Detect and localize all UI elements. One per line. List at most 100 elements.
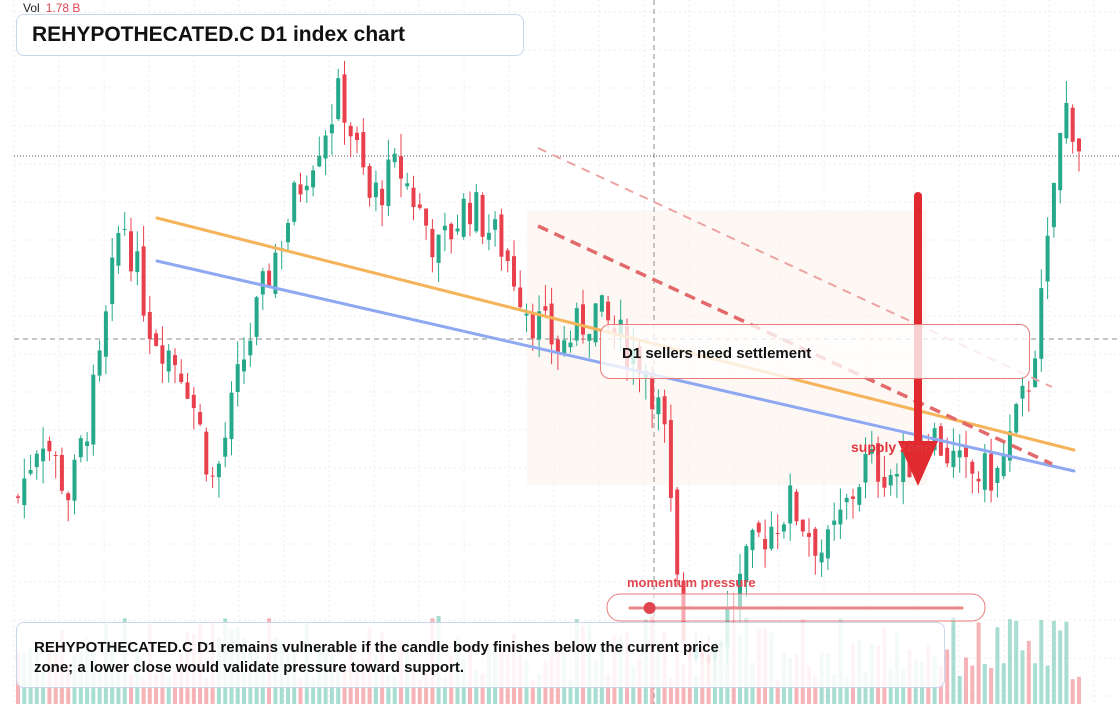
volume-bar xyxy=(1064,621,1069,704)
candle xyxy=(66,491,71,522)
candle xyxy=(800,519,805,537)
candle xyxy=(380,180,385,227)
candle xyxy=(662,389,667,443)
candle xyxy=(976,471,981,494)
volume-bar xyxy=(442,678,447,704)
candle xyxy=(581,289,585,344)
candle xyxy=(781,521,786,539)
candle xyxy=(97,340,102,382)
candle xyxy=(329,104,334,155)
candle xyxy=(53,451,58,479)
candle xyxy=(493,211,498,247)
candle xyxy=(1020,377,1025,417)
volume-bar xyxy=(832,673,837,704)
volume-bar xyxy=(298,678,303,704)
candle xyxy=(512,240,516,292)
candle xyxy=(273,243,278,299)
volume-bar xyxy=(568,680,573,704)
candle xyxy=(982,443,987,503)
candle xyxy=(794,489,799,526)
candle xyxy=(1014,402,1019,435)
candle xyxy=(857,483,862,512)
volume-bar xyxy=(1001,663,1006,704)
candle xyxy=(1033,350,1038,388)
caption-card: REHYPOTHECATED.C D1 remains vulnerable i… xyxy=(16,622,945,688)
candle xyxy=(832,502,837,541)
candle xyxy=(769,511,774,551)
candle xyxy=(191,387,196,430)
candle xyxy=(254,296,259,346)
candle xyxy=(166,344,171,383)
volume-bar xyxy=(775,680,780,704)
volume-label: Vol xyxy=(23,1,40,15)
volume-bar xyxy=(982,664,987,704)
candle xyxy=(147,296,152,355)
candle xyxy=(970,459,975,494)
volume-bar xyxy=(1039,620,1044,704)
candle xyxy=(819,539,824,577)
candle xyxy=(373,170,378,212)
candle xyxy=(1001,440,1006,480)
candle xyxy=(449,222,454,254)
candle xyxy=(1007,414,1012,472)
candle xyxy=(386,139,391,216)
candle xyxy=(543,285,548,316)
candle xyxy=(41,427,46,484)
volume-bar xyxy=(311,677,316,704)
candle xyxy=(436,234,441,282)
candle xyxy=(537,295,542,358)
volume-bar xyxy=(995,627,1000,704)
candle xyxy=(788,473,793,541)
candle xyxy=(198,403,203,427)
candle xyxy=(367,163,372,207)
candle xyxy=(22,458,27,519)
candle xyxy=(160,326,165,383)
candle xyxy=(964,430,968,478)
candle xyxy=(599,294,604,317)
volume-bar xyxy=(844,678,849,704)
candle xyxy=(135,231,140,286)
candle xyxy=(1058,132,1063,204)
volume-bar xyxy=(1007,619,1012,704)
volume-bar xyxy=(951,617,956,704)
candle xyxy=(468,191,472,237)
candle xyxy=(424,208,429,240)
candle xyxy=(882,455,887,497)
candle xyxy=(876,436,881,498)
candle xyxy=(72,454,77,515)
candle xyxy=(216,460,221,498)
candle xyxy=(1026,380,1031,412)
volume-bar xyxy=(668,677,673,704)
candle xyxy=(286,218,290,251)
candle xyxy=(16,493,20,504)
candle xyxy=(442,212,447,252)
candle xyxy=(235,341,240,407)
candle xyxy=(989,438,994,503)
candle xyxy=(838,488,843,539)
volume-bar xyxy=(537,674,542,704)
candle xyxy=(813,526,818,575)
volume-bar xyxy=(976,622,981,704)
candle xyxy=(392,148,397,168)
candle xyxy=(756,520,761,538)
candle xyxy=(1070,104,1075,154)
volume-bar xyxy=(480,673,485,704)
candle xyxy=(593,303,598,347)
candle xyxy=(1077,138,1081,172)
down-arrow-head xyxy=(898,441,938,486)
candle xyxy=(304,175,309,203)
candle xyxy=(260,267,265,310)
volume-bar xyxy=(694,675,698,704)
volume-bar xyxy=(1045,665,1050,704)
candle xyxy=(957,434,962,473)
candle xyxy=(173,348,177,384)
candle xyxy=(129,217,133,282)
volume-bar xyxy=(964,657,968,704)
candle xyxy=(587,333,592,358)
candle xyxy=(47,436,52,461)
volume-bar xyxy=(957,676,962,704)
candle xyxy=(348,122,353,158)
candle xyxy=(486,214,491,251)
volume-bar xyxy=(945,649,950,704)
candle xyxy=(116,225,121,274)
